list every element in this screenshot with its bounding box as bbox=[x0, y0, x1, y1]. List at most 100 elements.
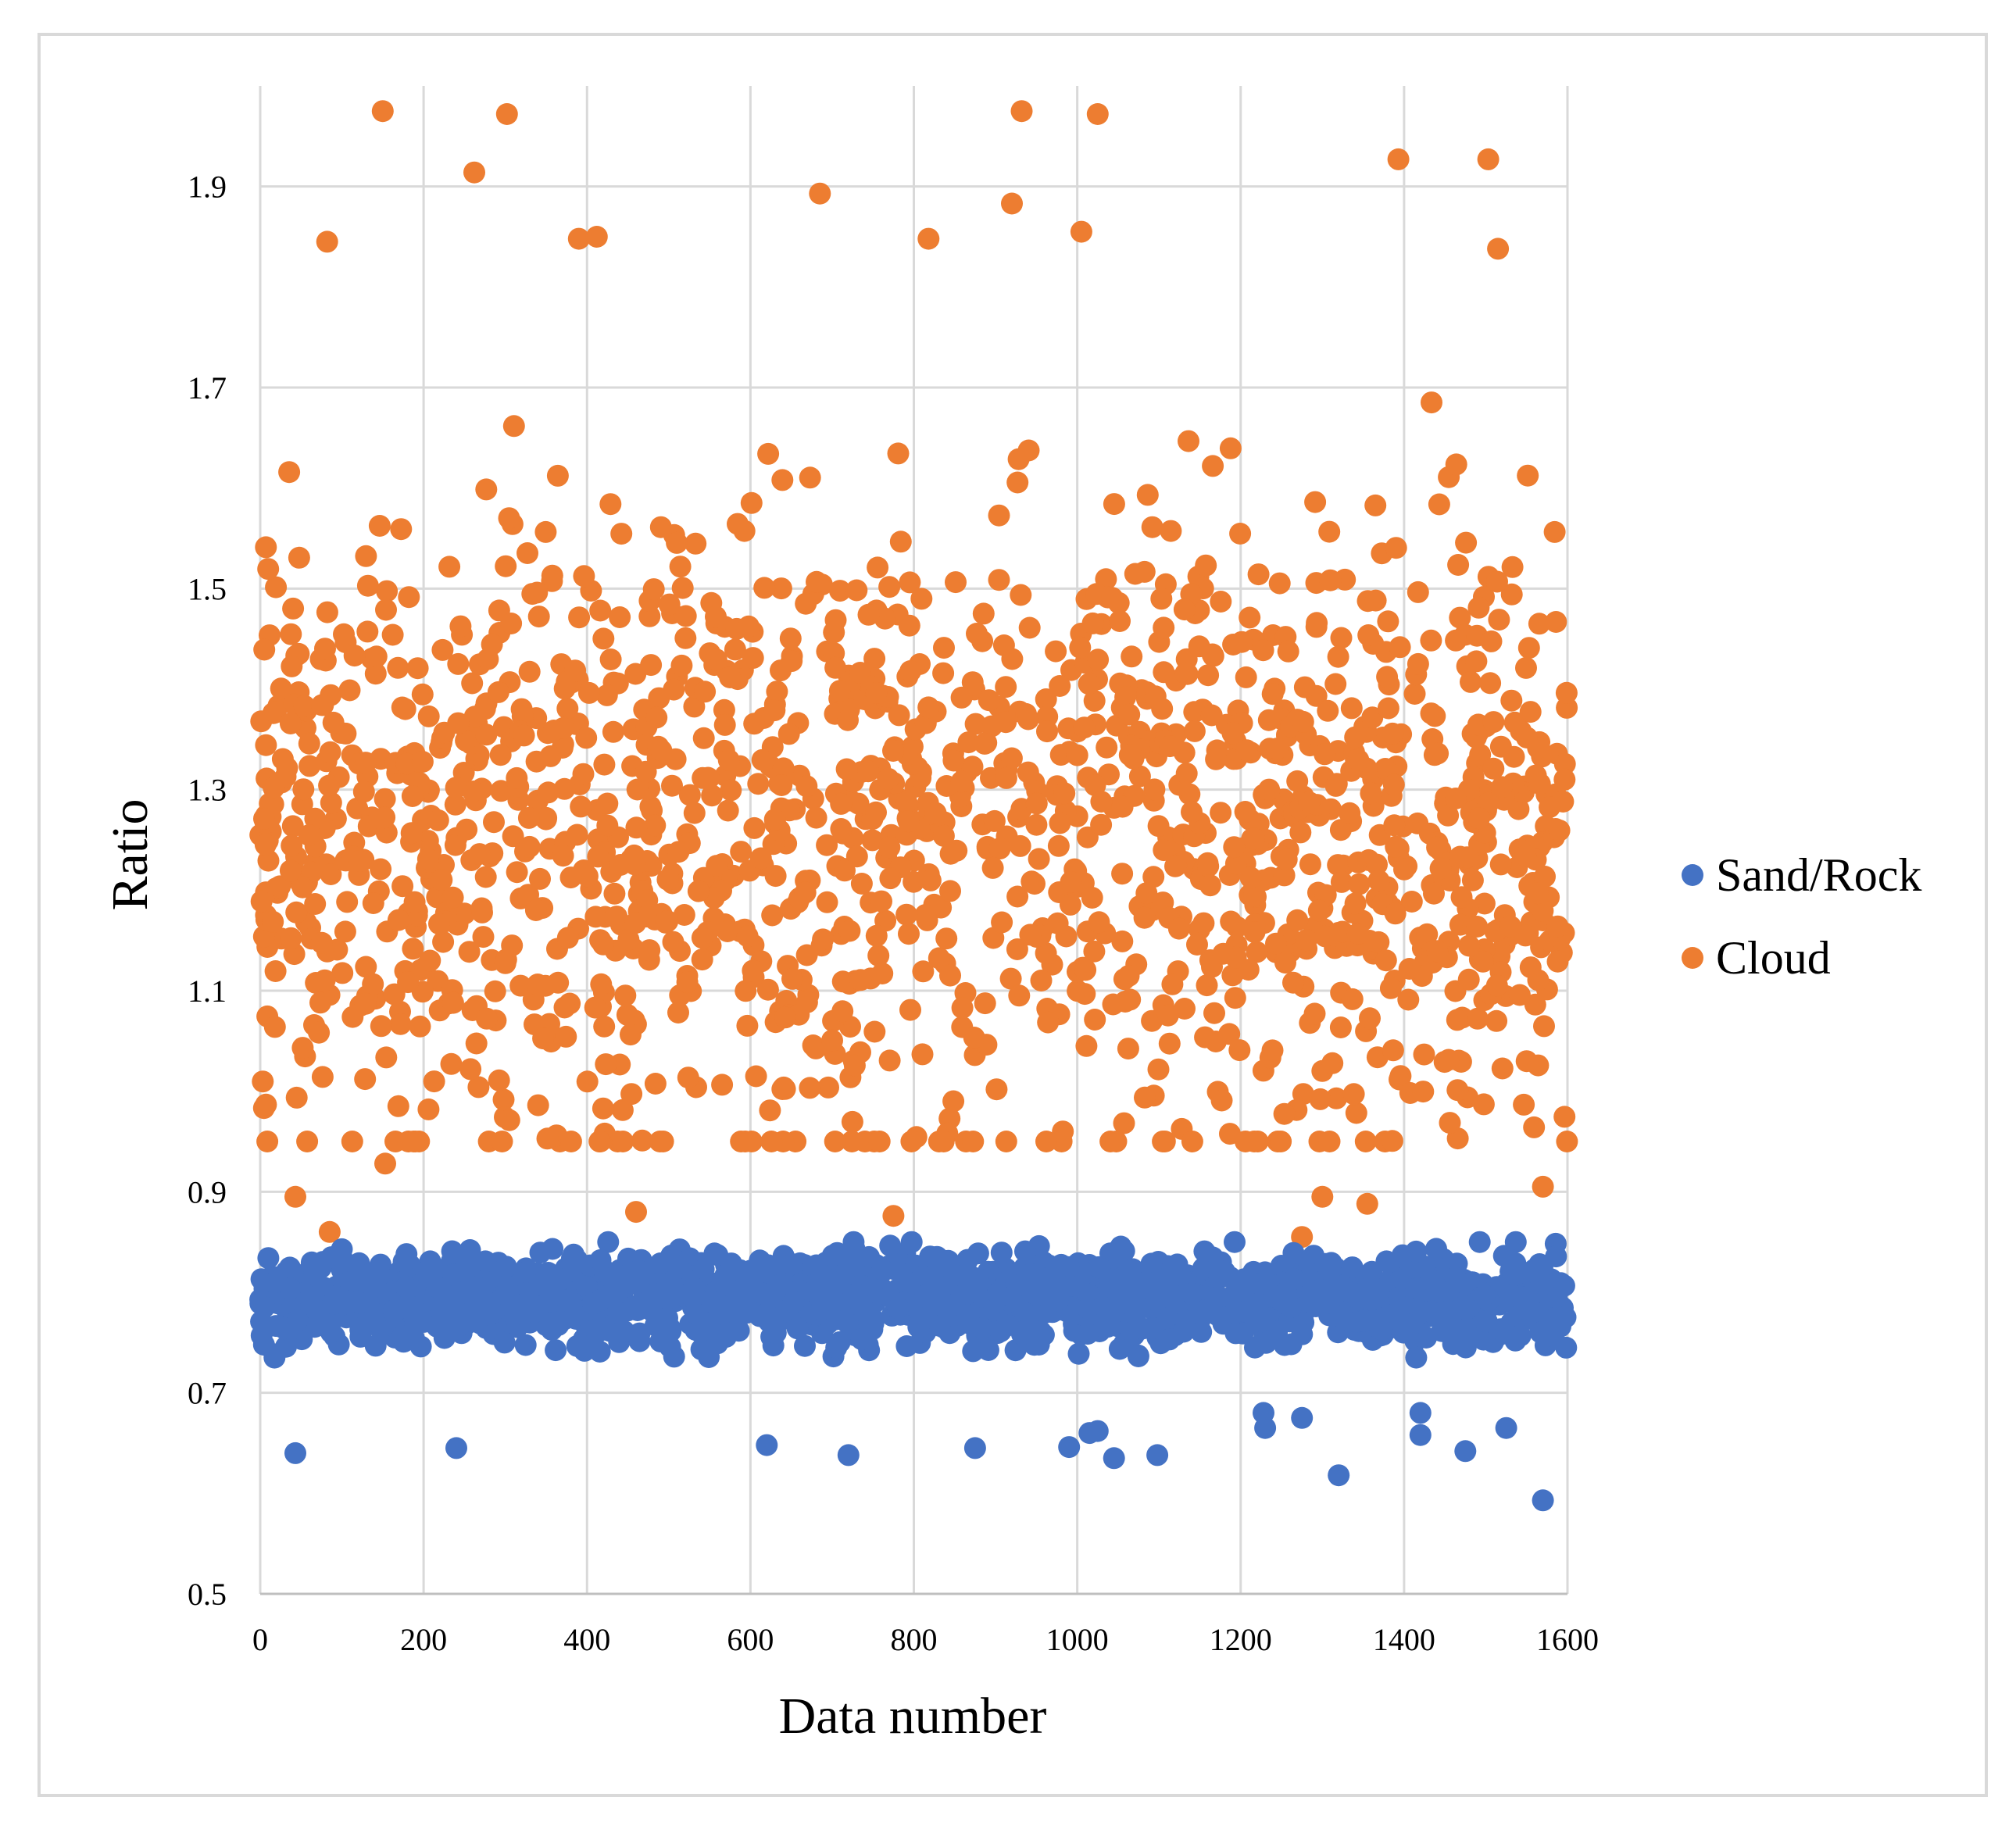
cloud-point bbox=[805, 806, 827, 829]
cloud-point bbox=[687, 880, 710, 902]
cloud-point bbox=[694, 681, 717, 703]
sand-rock-point bbox=[1166, 1253, 1189, 1276]
cloud-point bbox=[779, 627, 802, 650]
cloud-point bbox=[389, 1013, 412, 1035]
cloud-point bbox=[356, 620, 379, 643]
cloud-point bbox=[1261, 1039, 1284, 1062]
cloud-point bbox=[777, 723, 800, 745]
cloud-point bbox=[717, 748, 740, 771]
cloud-point bbox=[1210, 1089, 1233, 1112]
cloud-point bbox=[1445, 788, 1467, 809]
cloud-point bbox=[988, 504, 1010, 527]
x-tick-label: 1200 bbox=[1210, 1622, 1272, 1657]
cloud-point bbox=[809, 182, 831, 205]
cloud-point bbox=[518, 660, 541, 683]
x-axis-ticks: 0 200 400 600 800 1000 1200 1400 1600 bbox=[252, 1622, 1599, 1657]
x-tick-label: 200 bbox=[400, 1622, 447, 1657]
y-tick-label: 1.7 bbox=[188, 370, 227, 405]
cloud-point bbox=[963, 1027, 985, 1049]
cloud-point bbox=[658, 593, 681, 616]
sand-rock-point bbox=[735, 1300, 758, 1323]
cloud-point bbox=[1081, 612, 1104, 634]
sand-rock-point bbox=[1193, 1240, 1216, 1263]
cloud-point bbox=[899, 660, 922, 682]
cloud-point bbox=[865, 924, 888, 947]
cloud-point bbox=[711, 1074, 734, 1096]
cloud-point bbox=[705, 648, 727, 670]
cloud-point bbox=[279, 859, 302, 882]
cloud-point bbox=[524, 899, 547, 921]
cloud-point bbox=[1234, 1131, 1256, 1152]
cloud-point bbox=[720, 779, 742, 802]
legend-label-sand-rock: Sand/Rock bbox=[1716, 849, 1921, 901]
cloud-point bbox=[279, 713, 302, 734]
cloud-point bbox=[1299, 853, 1321, 876]
sand-rock-point bbox=[1058, 1436, 1081, 1459]
cloud-point bbox=[1183, 720, 1206, 742]
cloud-point bbox=[1000, 747, 1023, 770]
cloud-point bbox=[592, 933, 614, 956]
cloud-point bbox=[645, 706, 668, 729]
cloud-point bbox=[490, 780, 513, 802]
cloud-point bbox=[1482, 711, 1505, 734]
cloud-point bbox=[831, 1000, 854, 1023]
sand-rock-point bbox=[495, 1256, 517, 1278]
sand-rock-point bbox=[1473, 1284, 1496, 1306]
sand-rock-point bbox=[1145, 1289, 1167, 1312]
sand-rock-point bbox=[887, 1297, 910, 1320]
sand-rock-point bbox=[312, 1251, 334, 1274]
cloud-point bbox=[877, 767, 899, 790]
cloud-point bbox=[1242, 827, 1265, 850]
cloud-point bbox=[1121, 645, 1143, 668]
cloud-point bbox=[529, 867, 551, 890]
cloud-point bbox=[593, 753, 616, 776]
cloud-point bbox=[674, 605, 697, 627]
cloud-point bbox=[1339, 802, 1361, 824]
cloud-point bbox=[763, 808, 786, 831]
cloud-point bbox=[816, 834, 838, 856]
sand-rock-point bbox=[1468, 1231, 1491, 1253]
cloud-point bbox=[489, 744, 512, 766]
sand-rock-point bbox=[845, 1283, 867, 1306]
cloud-point bbox=[465, 1032, 488, 1055]
cloud-point bbox=[1035, 942, 1057, 964]
sand-rock-point bbox=[1192, 1257, 1214, 1280]
sand-rock-point bbox=[695, 1312, 717, 1334]
cloud-point bbox=[278, 461, 301, 484]
sand-rock-point bbox=[1426, 1302, 1449, 1325]
sand-rock-point bbox=[529, 1241, 552, 1264]
sand-rock-point bbox=[1415, 1327, 1438, 1349]
cloud-point bbox=[1235, 666, 1257, 688]
cloud-point bbox=[1192, 912, 1215, 934]
sand-rock-point bbox=[1509, 1324, 1532, 1347]
cloud-point bbox=[669, 556, 692, 578]
cloud-point bbox=[255, 536, 277, 559]
sand-rock-point bbox=[1446, 1270, 1468, 1293]
sand-rock-point bbox=[1409, 1424, 1432, 1446]
sand-rock-point bbox=[1108, 1338, 1131, 1360]
sand-rock-point bbox=[1158, 1328, 1181, 1351]
cloud-point bbox=[841, 1131, 863, 1152]
cloud-point bbox=[370, 858, 392, 881]
cloud-point bbox=[1228, 1039, 1251, 1062]
cloud-point bbox=[932, 662, 955, 684]
cloud-point bbox=[1361, 706, 1384, 729]
cloud-point bbox=[318, 1220, 341, 1243]
legend-marker-sand-rock bbox=[1682, 864, 1703, 886]
sand-rock-point bbox=[1291, 1406, 1314, 1429]
cloud-point bbox=[1387, 148, 1410, 170]
cloud-point bbox=[691, 949, 713, 971]
cloud-point bbox=[1534, 866, 1556, 888]
cloud-point bbox=[1311, 1185, 1334, 1208]
cloud-point bbox=[1113, 968, 1135, 991]
cloud-point bbox=[625, 1201, 647, 1224]
sand-rock-point bbox=[900, 1231, 923, 1253]
cloud-point bbox=[1420, 702, 1442, 725]
cloud-point bbox=[917, 227, 940, 250]
cloud-point bbox=[374, 806, 396, 829]
cloud-point bbox=[705, 606, 727, 628]
cloud-point bbox=[667, 1002, 689, 1024]
cloud-point bbox=[1543, 520, 1566, 543]
cloud-point bbox=[1142, 866, 1165, 888]
cloud-point bbox=[1292, 710, 1314, 733]
